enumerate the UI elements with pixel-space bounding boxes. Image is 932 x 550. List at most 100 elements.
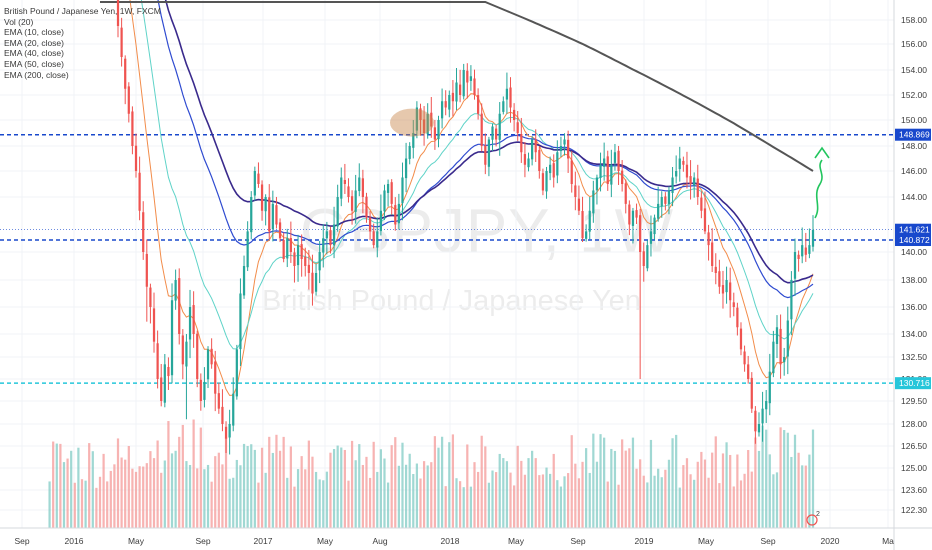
- legend-ema-40: EMA (40, close): [4, 48, 64, 59]
- volume-bar: [790, 456, 793, 528]
- volume-bar: [541, 474, 545, 528]
- volume-bar: [332, 449, 336, 528]
- candle-body: [480, 113, 483, 146]
- volume-bar: [368, 477, 372, 528]
- candle-body: [419, 108, 422, 120]
- candle-body: [260, 184, 264, 211]
- x-tick-label: 2019: [635, 536, 654, 546]
- volume-bar: [761, 425, 764, 528]
- watermark-symbol: GBPJPY, 1W: [300, 197, 675, 266]
- volume-bar: [196, 468, 199, 528]
- candle-body: [282, 239, 285, 259]
- volume-bar: [757, 450, 761, 528]
- volume-bar: [610, 448, 613, 528]
- volume-bar: [235, 459, 238, 528]
- volume-bar: [160, 472, 163, 528]
- candle-body: [653, 217, 656, 235]
- y-tick-label: 132.50: [901, 352, 927, 362]
- y-tick-label: 122.30: [901, 505, 927, 515]
- volume-bar: [512, 485, 516, 528]
- candle-body: [689, 176, 692, 184]
- projection-arrow-path: [814, 159, 823, 219]
- event-count: 2: [816, 511, 820, 518]
- volume-bar: [765, 429, 768, 528]
- volume-bar: [671, 438, 674, 528]
- y-tick-label: 154.00: [901, 65, 927, 75]
- y-tick-label: 150.00: [901, 115, 927, 125]
- volume-bar: [595, 461, 599, 528]
- candle-body: [646, 245, 649, 269]
- volume-bar: [138, 466, 141, 528]
- volume-bar: [664, 469, 667, 528]
- volume-bar: [88, 443, 91, 528]
- volume-bar: [185, 461, 188, 528]
- candle-body: [318, 252, 321, 271]
- ema-40-line: [157, 0, 814, 299]
- time-axis: Sep 2016 May Sep 2017 May Aug 2018 May Sep 2019 May…: [14, 536, 894, 546]
- volume-bar: [693, 479, 696, 528]
- volume-bar: [707, 477, 710, 528]
- volume-bar: [260, 447, 264, 528]
- candle-body: [228, 424, 231, 438]
- candle-body: [703, 208, 707, 232]
- candle-body: [707, 232, 710, 246]
- price-label-box: [895, 234, 931, 247]
- volume-bar: [631, 437, 635, 528]
- candle-body: [253, 171, 256, 196]
- candle-body: [721, 285, 725, 294]
- candle-body: [671, 177, 674, 193]
- candle-body: [185, 341, 188, 367]
- candle-body: [379, 210, 382, 232]
- candle-body: [210, 348, 213, 365]
- legend-ema-20: EMA (20, close): [4, 37, 64, 48]
- volume-bar: [412, 474, 415, 528]
- y-tick-label: 129.50: [901, 396, 927, 406]
- candle-body: [390, 182, 393, 204]
- volume-bar: [174, 450, 177, 528]
- volume-bar: [491, 470, 494, 528]
- candle-body: [523, 154, 527, 165]
- volume-bar: [408, 453, 411, 528]
- volume-bar: [613, 450, 617, 528]
- candle-body: [365, 196, 368, 218]
- candle-body: [134, 145, 138, 171]
- candle-body: [437, 120, 440, 140]
- volume-bar: [585, 448, 588, 528]
- candle-body: [570, 160, 573, 184]
- candle-body: [332, 224, 336, 246]
- volume-bar: [642, 475, 645, 528]
- ema-50-line: [164, 0, 814, 284]
- volume-bar: [689, 474, 692, 528]
- candle-body: [739, 328, 743, 350]
- volume-bar: [657, 468, 660, 528]
- candle-body: [397, 203, 401, 224]
- volume-bar: [498, 453, 501, 528]
- candle-body: [271, 203, 274, 230]
- volume-bar: [228, 478, 231, 528]
- volume-bar: [487, 482, 491, 528]
- volume-bar: [214, 456, 217, 528]
- volume-bar: [131, 468, 134, 528]
- candle-body: [621, 170, 624, 184]
- candle-body: [307, 264, 310, 273]
- ema-200-line: [100, 0, 814, 172]
- candle-body: [217, 393, 220, 409]
- volume-bar: [797, 452, 800, 528]
- candle-body: [145, 253, 148, 287]
- volume-bar: [361, 464, 364, 528]
- volume-bar: [768, 454, 771, 528]
- candle-body: [160, 377, 163, 401]
- candle-body: [196, 333, 199, 379]
- candle-body: [783, 357, 786, 363]
- volume-bar: [264, 472, 267, 528]
- candle-body: [131, 111, 134, 146]
- candle-body: [250, 197, 253, 233]
- candle-body: [181, 335, 184, 365]
- volume-bar: [91, 451, 94, 528]
- volume-bar: [700, 451, 703, 528]
- volume-bar: [386, 482, 390, 528]
- volume-bar: [149, 451, 152, 528]
- volume-bar: [325, 471, 328, 528]
